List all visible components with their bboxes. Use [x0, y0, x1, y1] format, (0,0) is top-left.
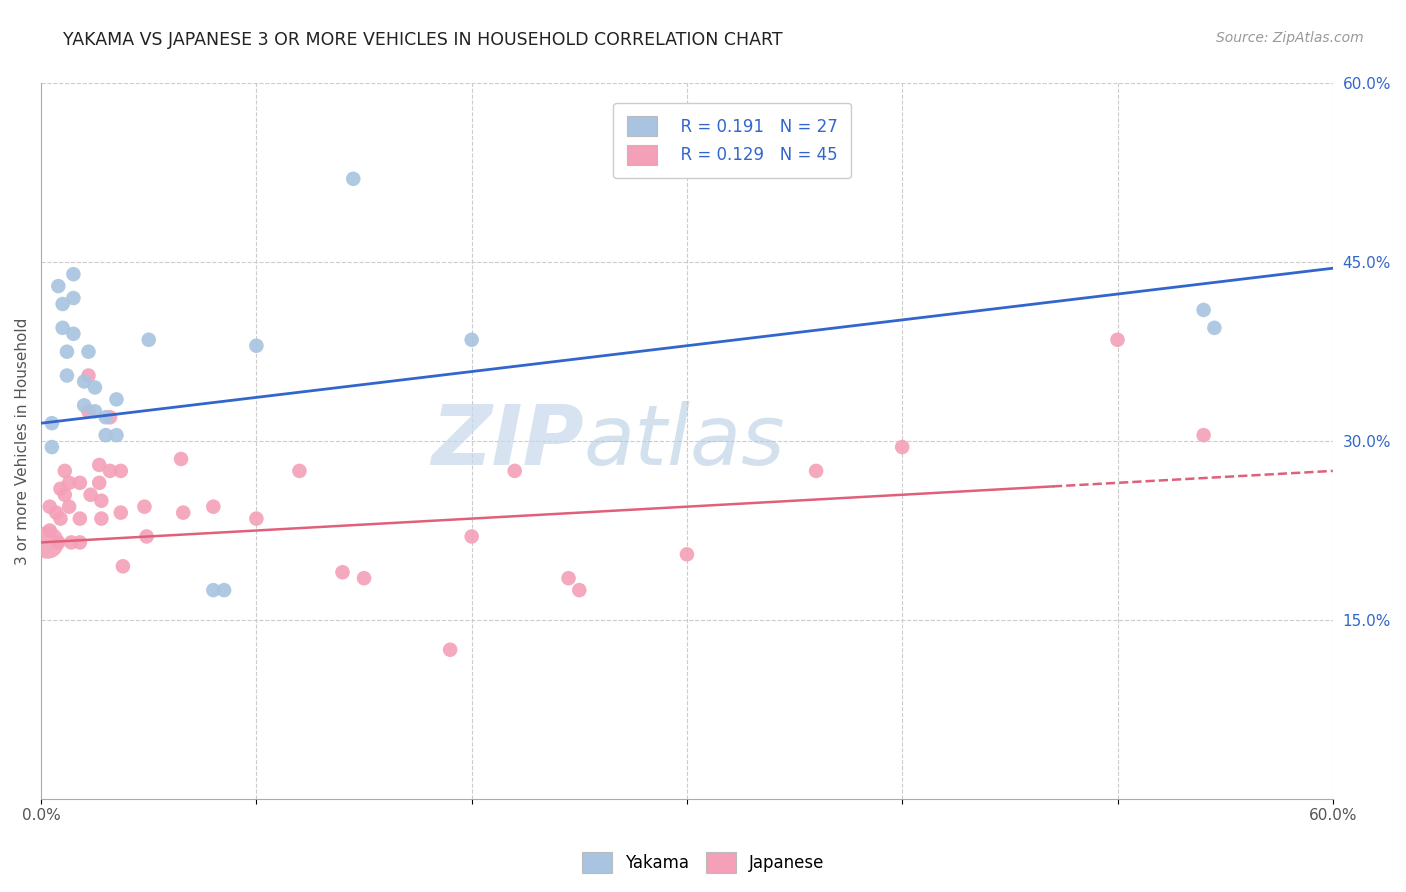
Point [460, 333, 482, 347]
Point [62, 267, 84, 281]
Point [245, 511, 267, 525]
Text: atlas: atlas [583, 401, 785, 482]
Point [77, 368, 100, 383]
Y-axis label: 3 or more Vehicles in Household: 3 or more Vehicles in Household [15, 318, 30, 565]
Point [332, 566, 354, 580]
Point [110, 464, 132, 478]
Point [138, 333, 160, 347]
Point [439, 642, 461, 657]
Point [52, 321, 75, 335]
Point [69, 535, 91, 549]
Point [46, 279, 69, 293]
Point [53, 464, 76, 478]
Point [77, 344, 100, 359]
Point [110, 506, 132, 520]
Point [45, 506, 67, 520]
Point [62, 326, 84, 341]
Point [94, 410, 117, 425]
Point [105, 428, 128, 442]
Point [1192, 302, 1215, 317]
Point [98, 464, 121, 478]
Point [56, 368, 79, 383]
Point [804, 464, 827, 478]
Point [342, 171, 364, 186]
Point [69, 511, 91, 525]
Point [46, 535, 69, 549]
Text: YAKAMA VS JAPANESE 3 OR MORE VEHICLES IN HOUSEHOLD CORRELATION CHART: YAKAMA VS JAPANESE 3 OR MORE VEHICLES IN… [63, 31, 783, 49]
Point [73, 375, 96, 389]
Point [170, 452, 193, 467]
Point [53, 488, 76, 502]
Point [38, 500, 60, 514]
Point [98, 410, 121, 425]
Point [568, 583, 591, 598]
Point [89, 458, 111, 472]
Point [202, 500, 225, 514]
Point [56, 344, 79, 359]
Point [77, 404, 100, 418]
Point [41, 416, 63, 430]
Point [94, 428, 117, 442]
Point [37, 535, 59, 549]
Point [90, 493, 112, 508]
Point [288, 464, 311, 478]
Point [135, 529, 157, 543]
Point [49, 511, 72, 525]
Point [503, 464, 526, 478]
Point [84, 380, 107, 394]
Point [79, 488, 101, 502]
Text: ZIP: ZIP [432, 401, 583, 482]
Point [62, 291, 84, 305]
Point [891, 440, 914, 454]
Legend: Yakama, Japanese: Yakama, Japanese [575, 846, 831, 880]
Point [84, 404, 107, 418]
Point [69, 475, 91, 490]
Text: Source: ZipAtlas.com: Source: ZipAtlas.com [1216, 31, 1364, 45]
Point [90, 511, 112, 525]
Point [202, 583, 225, 598]
Point [60, 535, 83, 549]
Point [1107, 333, 1129, 347]
Point [212, 583, 235, 598]
Point [134, 500, 156, 514]
Point [353, 571, 375, 585]
Point [41, 440, 63, 454]
Point [89, 475, 111, 490]
Point [58, 475, 80, 490]
Point [245, 339, 267, 353]
Point [1204, 321, 1226, 335]
Point [52, 297, 75, 311]
Point [73, 398, 96, 412]
Point [49, 482, 72, 496]
Point [111, 559, 134, 574]
Point [557, 571, 579, 585]
Point [172, 506, 194, 520]
Point [58, 500, 80, 514]
Point [38, 524, 60, 538]
Point [676, 547, 699, 561]
Point [105, 392, 128, 407]
Point [1192, 428, 1215, 442]
Legend:   R = 0.191   N = 27,   R = 0.129   N = 45: R = 0.191 N = 27, R = 0.129 N = 45 [613, 103, 851, 178]
Point [460, 529, 482, 543]
